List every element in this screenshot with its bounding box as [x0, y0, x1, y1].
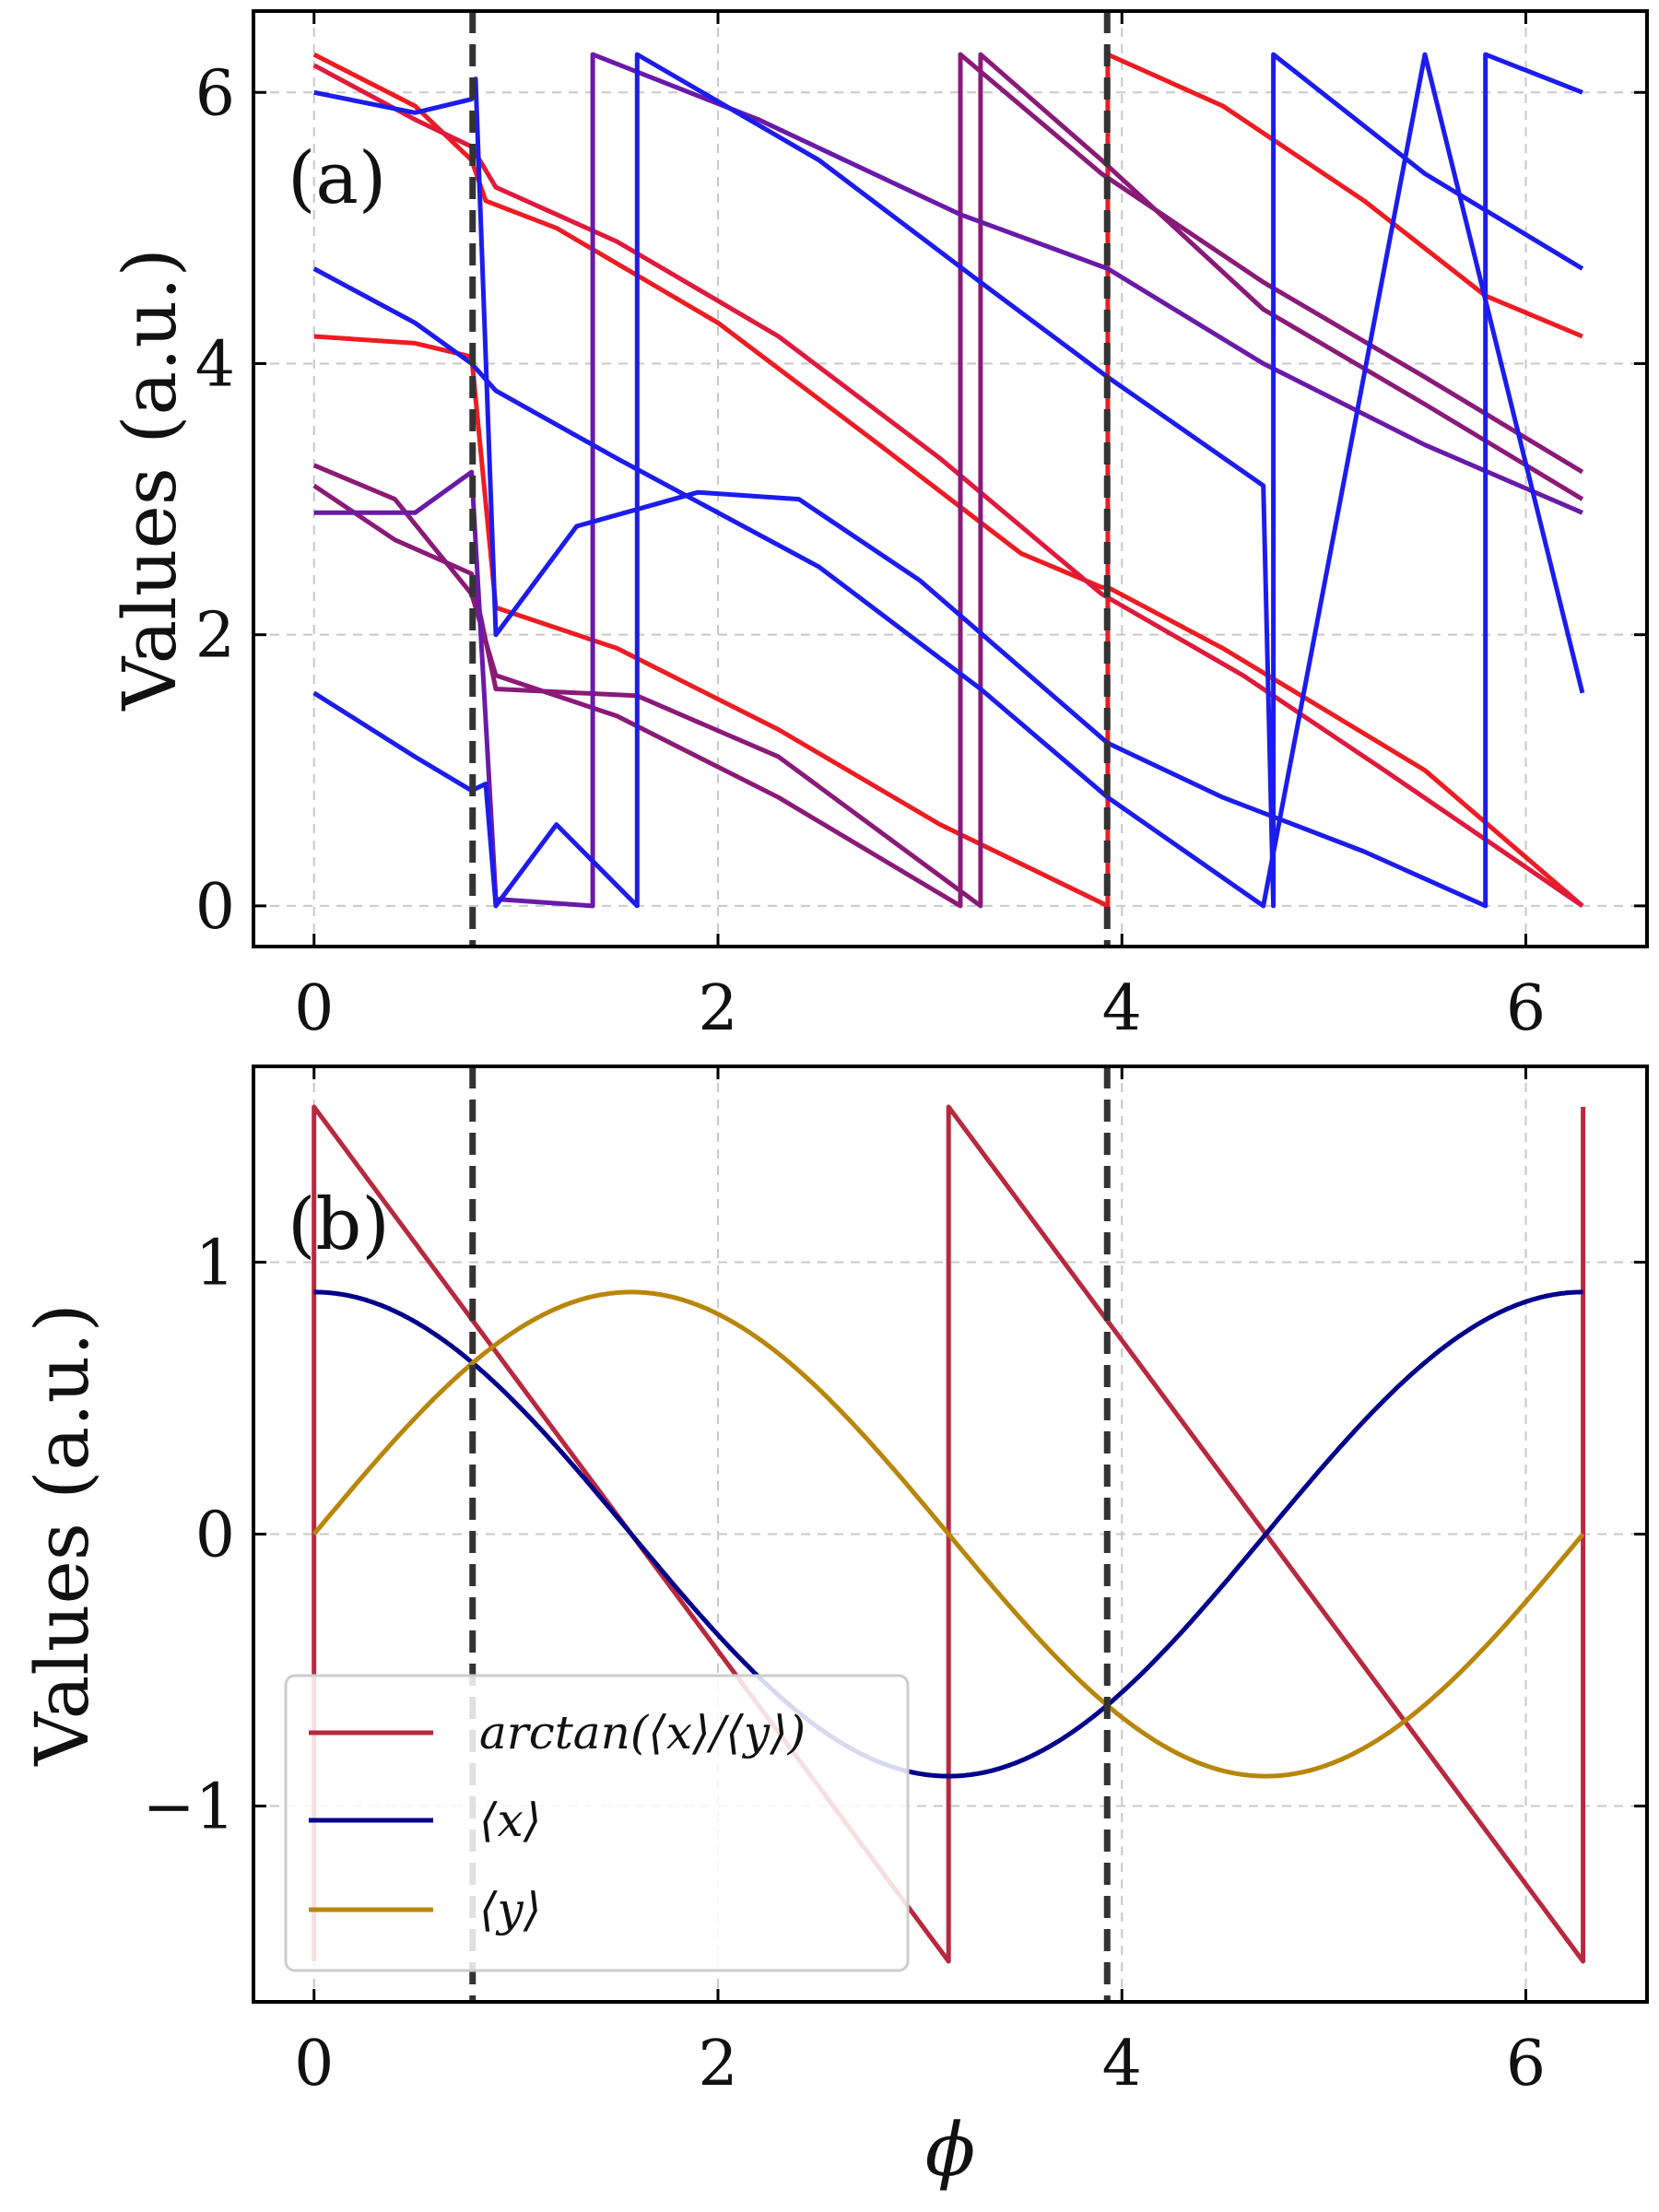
series-line-a-red-3: [312, 63, 1584, 908]
panel-label-a: (a): [288, 137, 386, 220]
series-a: [312, 52, 1585, 909]
x-tick-label-b-3: 6: [1506, 2028, 1546, 2100]
series-line-b-2: [312, 1289, 1585, 1779]
series-line-a-blue-2: [312, 52, 1585, 909]
y-tick-label-b-0: −1: [143, 1771, 235, 1844]
grid-a: [253, 11, 1647, 947]
y-tick-label-a-1: 2: [195, 600, 235, 673]
legend-entry-y: ⟨y⟩: [479, 1883, 541, 1936]
panel-label-b: (b): [288, 1183, 390, 1266]
legend-entry-arctan: arctan(⟨x⟩/⟨y⟩): [479, 1706, 806, 1759]
y-tick-label-b-2: 1: [195, 1227, 235, 1300]
ticks-b: 0 2 4 6 −1 0 1: [143, 1066, 1647, 2100]
plot-frame-a: [252, 9, 1649, 948]
ticks-a: 0 2 4 6 0 2 4 6: [195, 11, 1647, 1045]
series-line-a-blue-1: [312, 52, 1584, 909]
x-tick-label-b-0: 0: [294, 2028, 334, 2100]
legend-entry-x: ⟨x⟩: [479, 1794, 541, 1847]
x-tick-label-b-1: 2: [698, 2028, 737, 2100]
series-line-a-purple-2: [312, 52, 1584, 909]
y-tick-label-a-0: 0: [195, 871, 235, 944]
series-line-b-1: [313, 1289, 1583, 1779]
y-tick-label-a-3: 6: [195, 57, 235, 130]
x-tick-label-a-1: 2: [698, 972, 737, 1045]
x-axis-label-b: ϕ: [925, 2107, 976, 2193]
panel-a: 0 2 4 6 0 2 4 6 (a) Values (a.u.): [107, 9, 1649, 1045]
x-tick-label-a-3: 6: [1506, 972, 1546, 1045]
y-tick-label-b-1: 0: [195, 1500, 235, 1572]
vlines-a: [469, 11, 1111, 947]
y-axis-label-a: Values (a.u.): [107, 248, 193, 712]
y-axis-label-b: Values (a.u.): [19, 1303, 105, 1767]
legend: arctan(⟨x⟩/⟨y⟩) ⟨x⟩ ⟨y⟩: [284, 1674, 910, 1972]
x-tick-label-b-2: 4: [1102, 2028, 1142, 2100]
series-b: [312, 1104, 1586, 1964]
x-tick-label-a-2: 4: [1102, 972, 1142, 1045]
x-tick-label-a-0: 0: [294, 972, 334, 1045]
legend-box: [284, 1674, 910, 1972]
series-line-a-purple-3: [313, 52, 1583, 909]
y-tick-label-a-2: 4: [195, 328, 235, 401]
series-line-a-purple-1: [312, 52, 1584, 909]
panel-b: 0 2 4 6 −1 0 1 (b) Values (a.u.) ϕ arctan(⟨x⟩/…: [19, 1065, 1649, 2193]
